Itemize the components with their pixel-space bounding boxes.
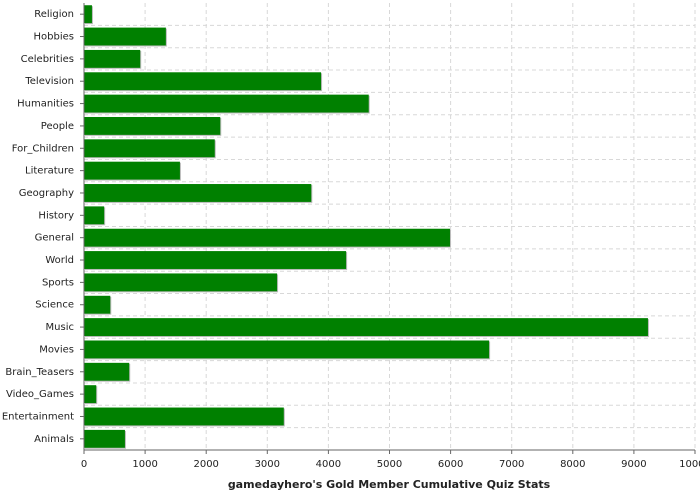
y-tick-label: Animals (34, 434, 74, 445)
x-axis-label: gamedayhero's Gold Member Cumulative Qui… (228, 478, 551, 491)
x-tick-label: 4000 (316, 459, 341, 470)
bar (84, 116, 221, 135)
x-tick-label: 6000 (438, 459, 463, 470)
y-tick-label: Entertainment (2, 411, 74, 422)
bar (84, 27, 166, 46)
bar (84, 184, 312, 202)
x-tick-label: 1000 (132, 459, 157, 470)
y-tick-label: For_Children (12, 143, 74, 154)
bar (84, 72, 322, 91)
bar (84, 5, 92, 24)
bar (84, 139, 215, 158)
bar (84, 206, 105, 225)
y-tick-label: Movies (39, 344, 74, 355)
bar (84, 362, 130, 381)
bar (84, 429, 125, 448)
x-tick-label: 10000 (679, 459, 700, 470)
y-tick-label: Literature (25, 166, 74, 177)
bar (84, 228, 450, 247)
bar (84, 94, 369, 113)
x-tick-label: 7000 (499, 459, 524, 470)
y-tick-label: Religion (34, 9, 74, 20)
x-tick-label: 2000 (193, 459, 218, 470)
y-tick-label: General (35, 233, 74, 244)
y-tick-label: Science (35, 300, 74, 311)
x-tick-label: 8000 (560, 459, 585, 470)
y-tick-label: Sports (42, 277, 74, 288)
y-tick-label: Hobbies (34, 32, 74, 43)
bar (84, 295, 111, 314)
y-tick-label: Brain_Teasers (5, 367, 74, 378)
y-tick-label: Celebrities (21, 54, 74, 65)
bar (84, 340, 490, 359)
x-tick-label: 3000 (255, 459, 280, 470)
y-tick-label: History (38, 210, 74, 221)
y-tick-label: Humanities (17, 99, 74, 110)
y-tick-label: Geography (19, 188, 74, 199)
y-tick-label: Video_Games (6, 389, 74, 400)
y-tick-label: Television (24, 76, 74, 87)
bar (84, 251, 347, 269)
y-tick-label: Music (46, 322, 74, 333)
bar (84, 318, 648, 337)
bar (84, 49, 141, 68)
bar (84, 385, 97, 404)
y-tick-label: World (45, 255, 74, 266)
x-tick-label: 5000 (377, 459, 402, 470)
y-tick-label: People (41, 121, 74, 132)
bar (84, 273, 278, 292)
bar (84, 407, 284, 426)
bar (84, 161, 180, 180)
x-tick-label: 9000 (621, 459, 646, 470)
x-tick-label: 0 (81, 459, 87, 470)
